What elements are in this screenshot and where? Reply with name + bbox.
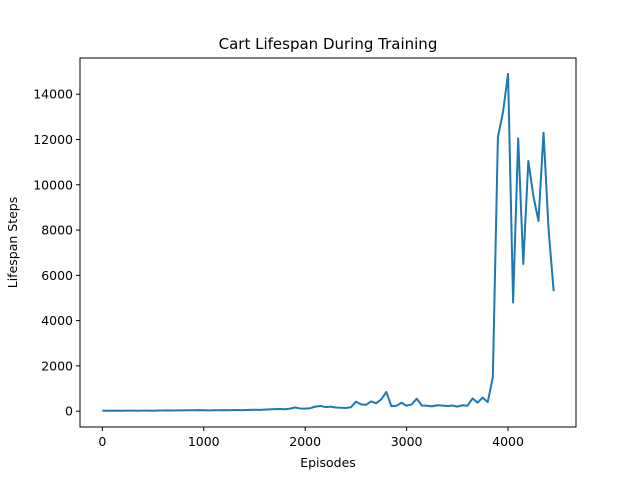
x-tick-label: 3000 xyxy=(391,434,423,449)
y-axis-label: Lifespan Steps xyxy=(5,197,20,289)
x-axis-label: Episodes xyxy=(300,455,356,470)
x-tick-label: 1000 xyxy=(188,434,220,449)
x-tick-label: 4000 xyxy=(492,434,524,449)
y-tick-label: 12000 xyxy=(33,132,73,147)
x-tick-label: 2000 xyxy=(289,434,321,449)
y-tick-label: 0 xyxy=(65,404,73,419)
y-tick-label: 8000 xyxy=(41,223,73,238)
y-tick-label: 14000 xyxy=(33,87,73,102)
y-tick-label: 6000 xyxy=(41,268,73,283)
axes-frame xyxy=(79,57,577,428)
y-axis-ticks: 0 2000 4000 6000 8000 10000 12000 14000 xyxy=(33,87,80,419)
y-tick-label: 4000 xyxy=(41,313,73,328)
chart-title: Cart Lifespan During Training xyxy=(219,35,438,53)
y-tick-label: 10000 xyxy=(33,177,73,192)
series-line-0 xyxy=(102,72,555,412)
x-axis-ticks: 0 1000 2000 3000 4000 xyxy=(98,427,524,449)
series-layer xyxy=(102,72,555,412)
x-tick-label: 0 xyxy=(98,434,106,449)
y-tick-label: 2000 xyxy=(41,358,73,373)
